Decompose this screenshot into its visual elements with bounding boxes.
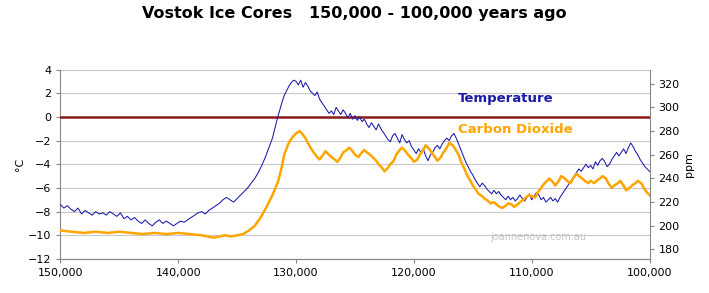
Text: Vostok Ice Cores   150,000 - 100,000 years ago: Vostok Ice Cores 150,000 - 100,000 years… [143,6,566,21]
Y-axis label: ppm: ppm [684,152,694,177]
Text: Carbon Dioxide: Carbon Dioxide [458,122,573,136]
Text: Temperature: Temperature [458,92,554,105]
Text: joannenova.com.au: joannenova.com.au [491,232,586,242]
Y-axis label: °C: °C [15,158,25,171]
